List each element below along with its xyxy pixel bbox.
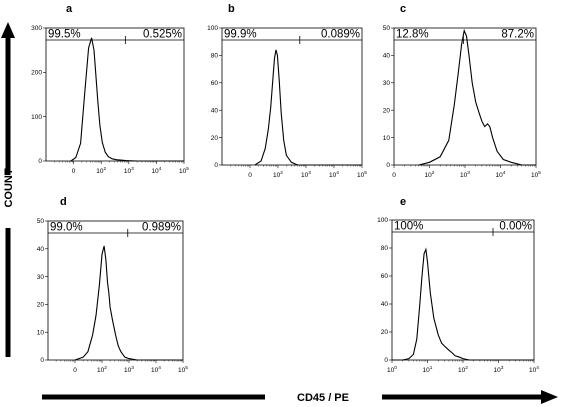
y-axis-title: COUNT xyxy=(3,168,15,207)
plot-frame xyxy=(45,27,185,162)
x-tick-label: 103 xyxy=(460,170,470,179)
gate-right-percent: 0.989% xyxy=(142,222,181,234)
panel-e: e 0 20 40 60 80 100 100 101 102 103 104 100% 0.00% xyxy=(377,196,539,374)
plot-frame xyxy=(393,27,537,166)
panel-letter: d xyxy=(60,196,67,208)
y-tick-label: 0 xyxy=(214,162,218,169)
y-tick-label: 40 xyxy=(383,53,391,60)
y-tick-label: 20 xyxy=(383,107,391,114)
y-tick-label: 0 xyxy=(40,357,44,364)
y-tick-label: 10 xyxy=(383,135,391,142)
histogram-curve xyxy=(392,247,534,361)
y-tick-label: 80 xyxy=(211,53,219,60)
x-tick-label: 103 xyxy=(301,170,311,179)
x-tick-label: 104 xyxy=(151,166,161,175)
x-tick-label: 105 xyxy=(179,166,189,175)
x-tick-label: 0 xyxy=(248,172,252,179)
gate-right-percent: 87.2% xyxy=(501,29,534,41)
x-tick-label: 103 xyxy=(124,365,134,374)
y-tick-label: 40 xyxy=(211,107,219,114)
y-tick-label: 60 xyxy=(211,80,219,87)
x-tick-label: 105 xyxy=(357,170,367,179)
x-axis-arrow xyxy=(42,390,558,404)
x-tick-label: 104 xyxy=(151,365,161,374)
x-axis-title: CD45 / PE xyxy=(297,392,349,404)
panel-letter: e xyxy=(400,196,406,208)
x-tick-label: 104 xyxy=(496,170,506,179)
y-tick-label: 40 xyxy=(381,301,389,308)
x-tick-label: 0 xyxy=(73,367,77,374)
y-axis-arrow xyxy=(1,22,15,357)
histogram-curve xyxy=(254,49,362,166)
y-tick-label: 100 xyxy=(207,25,218,32)
x-tick-label: 102 xyxy=(96,166,106,175)
gate-left-percent: 12.8% xyxy=(396,29,429,41)
plot-frame xyxy=(47,220,184,361)
y-tick-label: 50 xyxy=(383,25,391,32)
y-tick-label: 30 xyxy=(37,274,45,281)
x-tick-label: 103 xyxy=(494,365,504,374)
gate-left-percent: 99.9% xyxy=(224,29,257,41)
panel-letter: a xyxy=(66,3,73,15)
x-tick-label: 102 xyxy=(273,170,283,179)
panel-letter: c xyxy=(400,3,406,15)
panel-c: c 0 10 20 30 40 50 0 102 103 104 105 12.8% 87.2% xyxy=(383,3,542,179)
x-tick-label: 0 xyxy=(72,168,76,175)
gate-left-percent: 99.0% xyxy=(50,222,83,234)
gate-right-percent: 0.089% xyxy=(321,29,360,41)
x-tick-label: 102 xyxy=(97,365,107,374)
gate-right-percent: 0.00% xyxy=(499,221,532,233)
y-tick-label: 10 xyxy=(37,329,45,336)
y-tick-label: 30 xyxy=(383,80,391,87)
x-tick-label: 105 xyxy=(178,365,188,374)
histogram-curve xyxy=(70,37,184,162)
y-tick-label: 100 xyxy=(377,217,388,224)
x-tick-label: 0 xyxy=(392,172,396,179)
y-tick-label: 20 xyxy=(211,135,219,142)
y-tick-label: 20 xyxy=(37,302,45,309)
y-tick-label: 20 xyxy=(381,329,389,336)
x-tick-label: 100 xyxy=(387,365,397,374)
y-tick-label: 40 xyxy=(37,246,45,253)
panel-a: a 0 100 200 300 0 102 103 104 105 99.5% 0.525% xyxy=(31,3,189,175)
gate-left-percent: 99.5% xyxy=(48,29,81,41)
x-tick-label: 105 xyxy=(531,170,541,179)
x-tick-label: 102 xyxy=(425,170,435,179)
panel-letter: b xyxy=(228,3,235,15)
y-tick-label: 50 xyxy=(37,218,45,225)
x-tick-label: 101 xyxy=(423,365,433,374)
x-tick-label: 104 xyxy=(529,365,539,374)
plot-frame xyxy=(221,27,363,166)
y-tick-label: 0 xyxy=(386,162,390,169)
y-tick-label: 0 xyxy=(384,357,388,364)
y-tick-label: 60 xyxy=(381,273,389,280)
panel-b: b 0 20 40 60 80 100 0 102 103 104 105 99.9% 0.089% xyxy=(207,3,367,179)
histogram-curve xyxy=(418,28,536,166)
histogram-curve xyxy=(74,245,183,361)
plot-frame xyxy=(391,219,535,361)
y-tick-label: 300 xyxy=(31,25,42,32)
panel-d: d 0 10 20 30 40 50 0 102 103 104 105 99.0% 0.989% xyxy=(37,196,189,374)
x-tick-label: 103 xyxy=(124,166,134,175)
y-tick-label: 200 xyxy=(31,70,42,77)
y-tick-label: 0 xyxy=(38,158,42,165)
x-tick-label: 104 xyxy=(329,170,339,179)
y-tick-label: 80 xyxy=(381,245,389,252)
x-tick-label: 102 xyxy=(458,365,468,374)
y-tick-label: 100 xyxy=(31,114,42,121)
gate-left-percent: 100% xyxy=(394,221,423,233)
gate-right-percent: 0.525% xyxy=(143,29,182,41)
